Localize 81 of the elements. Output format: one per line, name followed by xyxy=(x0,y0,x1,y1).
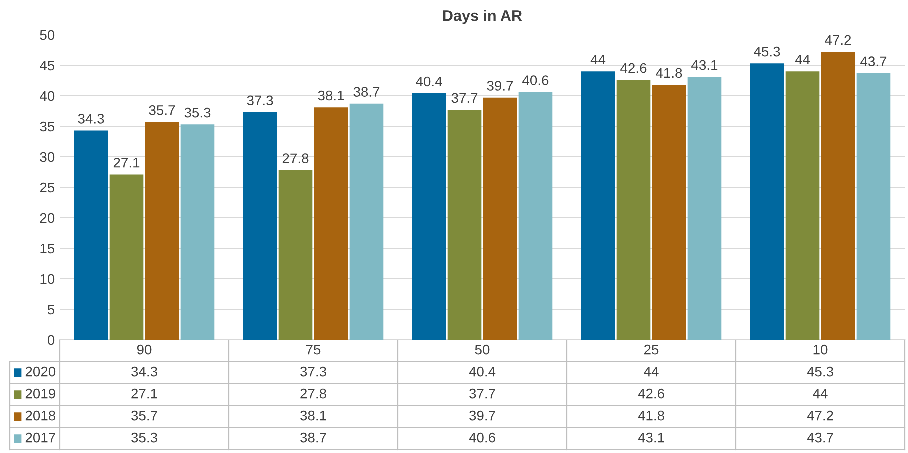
data-label: 42.6 xyxy=(620,63,647,74)
text: 41.8 xyxy=(638,410,664,421)
x-tick-label: 90 xyxy=(137,344,152,355)
data-label: 40.6 xyxy=(522,76,549,86)
bar xyxy=(581,72,616,340)
y-tick-label: 45 xyxy=(40,60,55,71)
bar xyxy=(243,112,278,340)
bar xyxy=(145,122,180,340)
y-tick-label: 5 xyxy=(48,304,55,315)
x-tick-label: 75 xyxy=(306,345,321,355)
text: 40.6 xyxy=(469,432,496,443)
bar xyxy=(856,73,891,340)
data-label: 44 xyxy=(590,54,606,65)
data-label: 47.2 xyxy=(825,35,852,46)
bar xyxy=(74,130,108,340)
text: 45.3 xyxy=(807,366,834,377)
data-label: 38.7 xyxy=(354,87,380,98)
bar xyxy=(518,92,553,340)
text: 40.4 xyxy=(469,366,496,377)
legend-label: 2017 xyxy=(26,432,56,443)
bar xyxy=(448,110,482,340)
text: 38.7 xyxy=(300,432,326,443)
data-label: 37.3 xyxy=(247,96,274,106)
y-tick-label: 20 xyxy=(40,213,55,224)
bar xyxy=(180,124,215,340)
text: 27.8 xyxy=(300,388,326,399)
text: 47.2 xyxy=(807,410,834,421)
x-tick-label: 10 xyxy=(814,344,828,355)
text: 37.7 xyxy=(470,388,496,399)
data-label: 43.7 xyxy=(860,56,887,67)
y-tick-label: 30 xyxy=(40,152,55,162)
chart-title: Days in AR xyxy=(443,10,522,24)
bar xyxy=(616,80,651,340)
data-label: 45.3 xyxy=(754,46,780,57)
text: 43.1 xyxy=(638,432,664,443)
y-tick-label: 35 xyxy=(40,122,55,132)
bar xyxy=(652,85,686,340)
text: 42.6 xyxy=(638,388,664,399)
bar xyxy=(278,170,313,340)
text: 27.1 xyxy=(132,388,158,399)
data-label: 39.7 xyxy=(487,81,514,91)
text: 44 xyxy=(644,367,659,377)
y-tick-label: 0 xyxy=(48,335,55,346)
text: 38.1 xyxy=(300,410,326,421)
text: 44 xyxy=(813,389,828,399)
data-label: 43.1 xyxy=(692,60,718,70)
bar xyxy=(350,104,384,340)
data-label: 34.3 xyxy=(78,114,104,124)
bar xyxy=(110,174,144,340)
data-label: 41.8 xyxy=(656,68,682,78)
y-tick-label: 15 xyxy=(40,244,55,254)
text: 35.7 xyxy=(132,410,158,421)
data-label: 37.7 xyxy=(452,93,478,104)
data-label: 35.7 xyxy=(149,105,176,116)
data-label: 35.3 xyxy=(184,108,211,118)
legend-label: 2020 xyxy=(26,366,56,377)
text: 34.3 xyxy=(132,366,158,377)
y-tick-label: 40 xyxy=(40,91,55,102)
y-tick-label: 50 xyxy=(40,30,55,40)
bar xyxy=(314,108,348,340)
text: 35.3 xyxy=(132,432,158,443)
legend-label: 2018 xyxy=(26,410,56,421)
data-label: 27.1 xyxy=(114,158,140,168)
text: 43.7 xyxy=(807,432,834,443)
x-tick-label: 25 xyxy=(644,344,659,355)
data-label: 44 xyxy=(795,54,810,65)
legend-label: 2019 xyxy=(26,388,56,399)
data-label: 40.4 xyxy=(416,76,442,87)
bar xyxy=(688,77,722,340)
bar xyxy=(483,98,518,340)
x-tick-label: 50 xyxy=(475,344,490,355)
bar xyxy=(821,52,856,340)
y-tick-label: 25 xyxy=(40,182,55,193)
bar xyxy=(412,94,446,340)
bar xyxy=(786,72,820,340)
text: 39.7 xyxy=(470,410,496,421)
text: 37.3 xyxy=(300,366,326,377)
data-label: 38.1 xyxy=(318,90,344,101)
y-tick-label: 10 xyxy=(40,274,55,284)
bar xyxy=(750,64,784,340)
data-label: 27.8 xyxy=(282,154,309,164)
